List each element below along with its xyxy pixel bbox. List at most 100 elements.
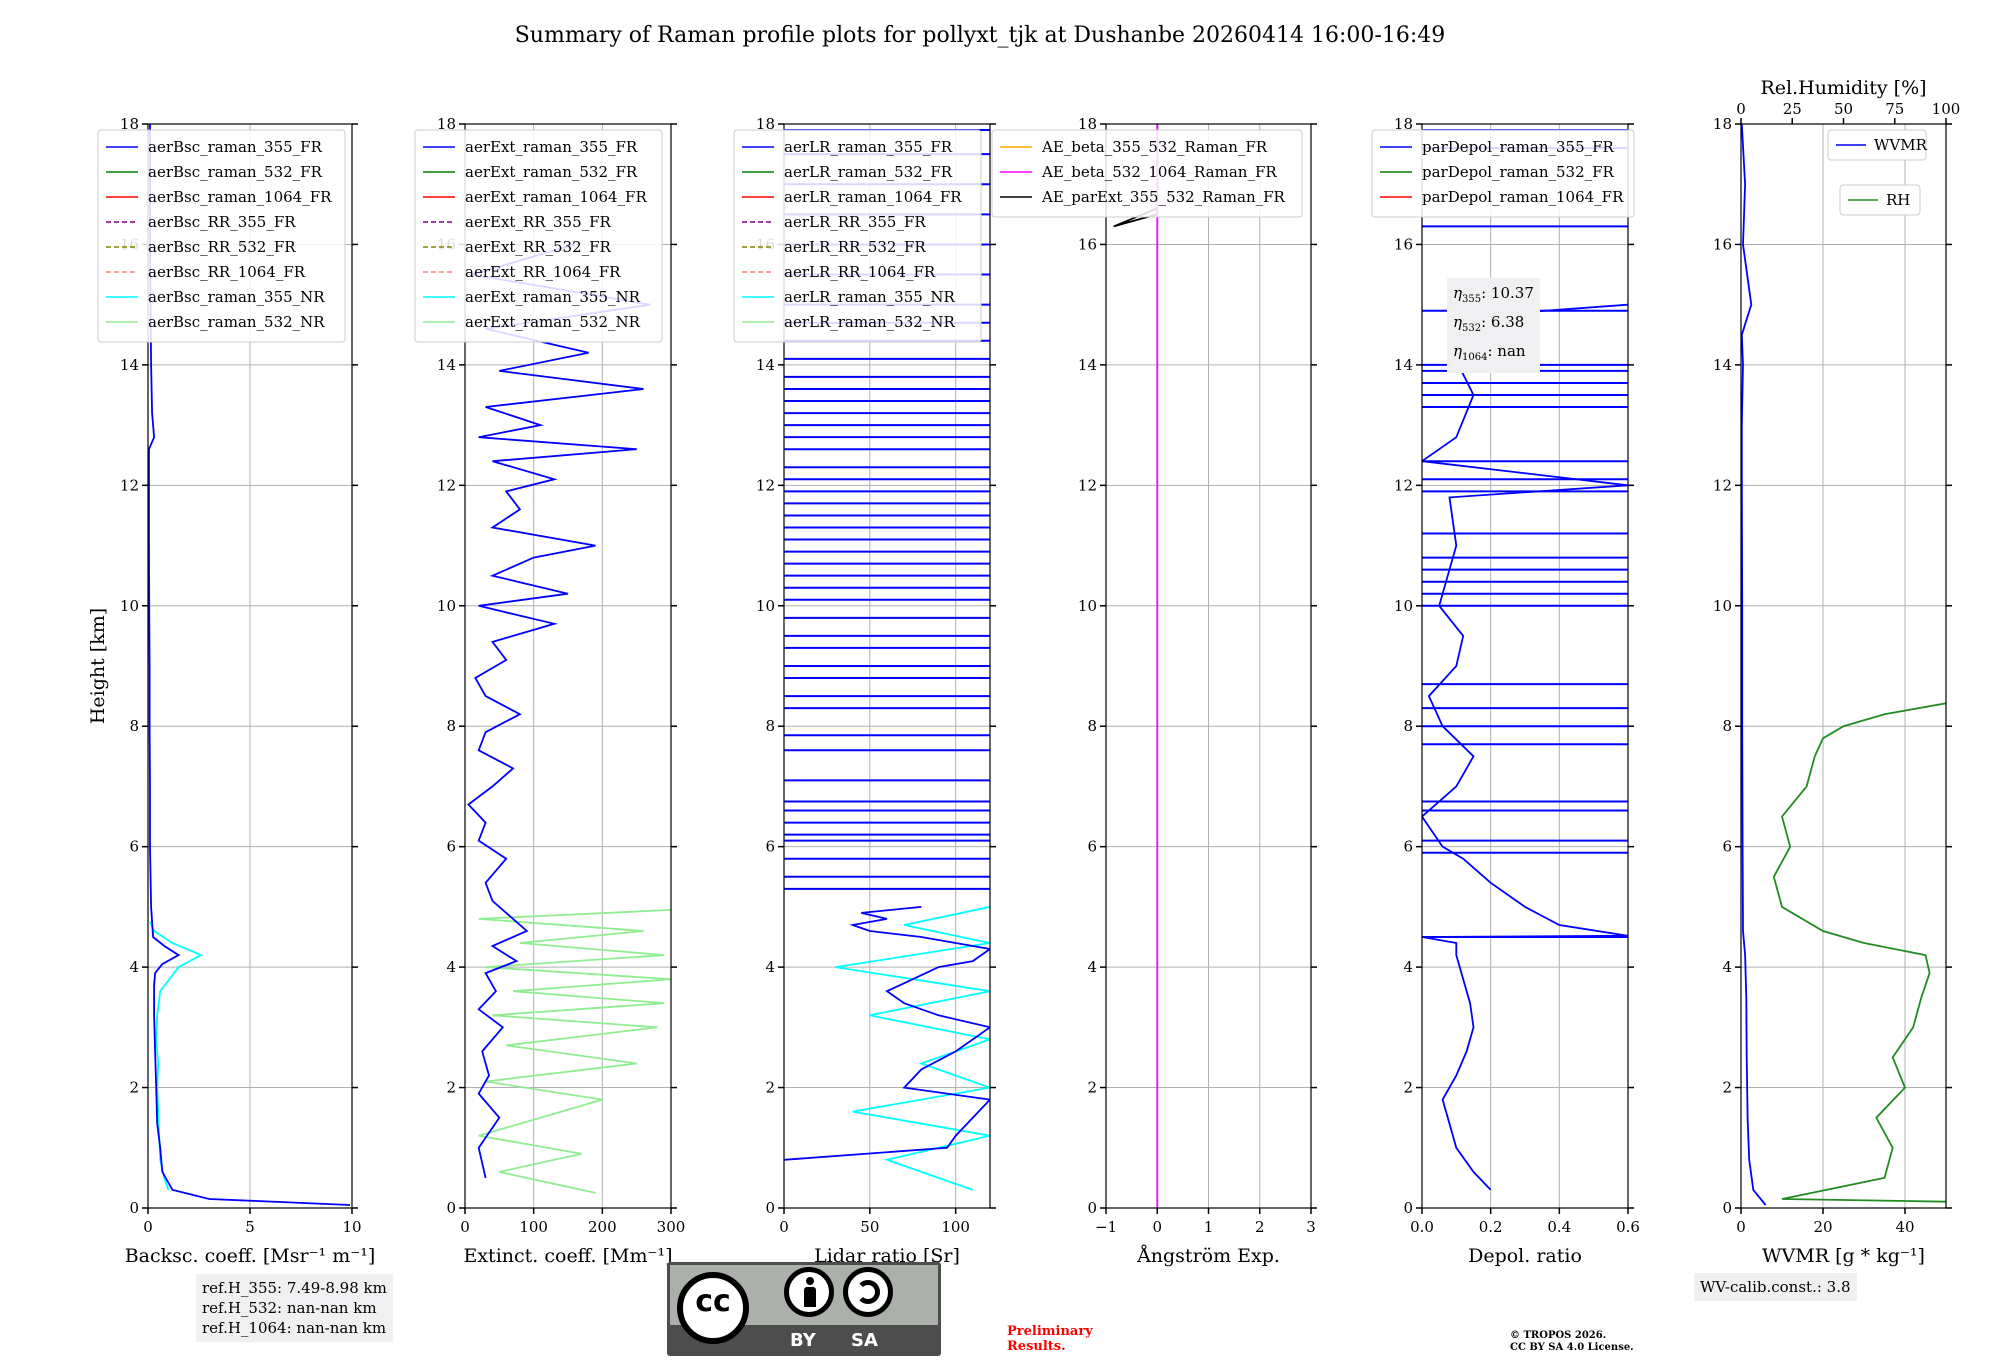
- cc-license-badge[interactable]: cc BY SA: [667, 1262, 941, 1356]
- xtick-label: 40: [1895, 1218, 1914, 1236]
- ytick-label: 2: [446, 1079, 456, 1097]
- ref-h-532: ref.H_532: nan-nan km: [202, 1299, 377, 1317]
- ytick-label: 6: [1722, 838, 1732, 856]
- legend-box: [97, 129, 346, 343]
- xtick-label: 200: [588, 1218, 617, 1236]
- legend-entry: aerBsc_raman_1064_FR: [148, 188, 332, 206]
- person-head: [806, 1277, 814, 1285]
- legend-entry: aerExt_RR_532_FR: [465, 238, 612, 256]
- ref-h-355: ref.H_355: 7.49-8.98 km: [202, 1279, 387, 1297]
- ytick-label: 18: [756, 115, 775, 133]
- xtick-label: 0: [143, 1218, 153, 1236]
- top-axis-label: Rel.Humidity [%]: [1760, 77, 1926, 99]
- eta-annotation: η355: 10.37 η532: 6.38 η1064: nan: [1447, 278, 1540, 373]
- top-xtick-label: 75: [1885, 100, 1904, 118]
- plot-area: [148, 124, 351, 1206]
- legend-box: [1371, 129, 1635, 218]
- panel-lidar_ratio: 024681012141618050100Lidar ratio [Sr]aer…: [733, 115, 996, 1267]
- legend-entry: aerLR_raman_355_FR: [784, 138, 953, 156]
- ytick-label: 18: [1394, 115, 1413, 133]
- legend-entry: aerBsc_RR_355_FR: [148, 213, 296, 231]
- legend-entry: aerLR_raman_355_NR: [784, 288, 955, 306]
- ytick-label: 16: [1713, 235, 1732, 253]
- ytick-label: 14: [1394, 356, 1413, 374]
- legend-entry: WVMR: [1874, 136, 1928, 154]
- legend-entry: parDepol_raman_1064_FR: [1422, 188, 1624, 206]
- ytick-label: 4: [1403, 958, 1413, 976]
- prelim-line-1: Preliminary: [1007, 1324, 1093, 1339]
- ytick-label: 8: [1087, 717, 1097, 735]
- ytick-label: 8: [446, 717, 456, 735]
- ytick-label: 0: [129, 1199, 139, 1217]
- ytick-label: 14: [1078, 356, 1097, 374]
- ytick-label: 0: [1722, 1199, 1732, 1217]
- legend-entry: aerBsc_RR_1064_FR: [148, 263, 306, 281]
- ytick-label: 16: [1078, 235, 1097, 253]
- series-aerLR_raman_355_NR: [835, 906, 990, 1191]
- plot-area: [467, 243, 671, 1194]
- ytick-label: 10: [437, 597, 456, 615]
- prelim-line-2: Results.: [1007, 1339, 1066, 1354]
- cc-by-label: BY: [790, 1330, 816, 1351]
- ytick-label: 10: [120, 597, 139, 615]
- ytick-label: 4: [765, 958, 775, 976]
- xtick-label: −1: [1095, 1218, 1117, 1236]
- legend-entry: AE_beta_355_532_Raman_FR: [1041, 138, 1268, 156]
- legend-entry: aerExt_raman_355_NR: [465, 288, 641, 306]
- ytick-label: 8: [1722, 717, 1732, 735]
- ytick-label: 12: [1713, 476, 1732, 494]
- legend-entry: aerExt_RR_355_FR: [465, 213, 612, 231]
- top-xtick-label: 100: [1932, 100, 1961, 118]
- legend-entry: AE_beta_532_1064_Raman_FR: [1041, 163, 1277, 181]
- ytick-label: 2: [1722, 1079, 1732, 1097]
- legend-entry: aerLR_RR_532_FR: [784, 238, 926, 256]
- x-axis-label: WVMR [g * kg⁻¹]: [1762, 1245, 1925, 1267]
- ytick-label: 0: [765, 1199, 775, 1217]
- ytick-label: 12: [120, 476, 139, 494]
- ytick-label: 16: [1394, 235, 1413, 253]
- xtick-label: 2: [1255, 1218, 1265, 1236]
- xtick-label: 100: [941, 1218, 970, 1236]
- panel-depol: 0 2 4 6 8 10 12 14 16 18 0.0 0.2 0.4 0.6 Depol. ratio p…: [1371, 115, 1640, 1267]
- xtick-label: 0.6: [1616, 1218, 1640, 1236]
- ytick-label: 0: [446, 1199, 456, 1217]
- y-axis-label: Height [km]: [87, 608, 109, 724]
- plot-area: [1741, 124, 1946, 1206]
- legend-entry: aerBsc_RR_532_FR: [148, 238, 296, 256]
- ytick-label: 0: [1087, 1199, 1097, 1217]
- axes-frame: [464, 123, 672, 1209]
- legend-entry: aerExt_raman_532_NR: [465, 313, 641, 331]
- series-RH: [1772, 702, 1946, 1203]
- legend-entry: aerExt_raman_532_FR: [465, 163, 638, 181]
- series-aerBsc_raman_355_NR: [149, 921, 204, 1191]
- legend-entry: parDepol_raman_532_FR: [1422, 163, 1615, 181]
- xtick-label: 0: [779, 1218, 789, 1236]
- legend-entry: parDepol_raman_355_FR: [1422, 138, 1615, 156]
- legend-box: [991, 129, 1303, 218]
- by-person-icon: [784, 1267, 834, 1317]
- legend-entry: aerBsc_raman_532_FR: [148, 163, 323, 181]
- xtick-label: 20: [1813, 1218, 1832, 1236]
- axes-frame: [783, 123, 991, 1209]
- figure-title: Summary of Raman profile plots for polly…: [515, 23, 1446, 48]
- legend-box: [414, 129, 663, 343]
- ytick-label: 10: [1394, 597, 1413, 615]
- legend-entry: aerLR_raman_532_NR: [784, 313, 955, 331]
- ytick-label: 12: [756, 476, 775, 494]
- ytick-label: 18: [1078, 115, 1097, 133]
- series-aerExt_raman_532_NR: [478, 909, 671, 1194]
- legend-box: [733, 129, 982, 343]
- ytick-label: 18: [1713, 115, 1732, 133]
- ytick-label: 14: [1713, 356, 1732, 374]
- ytick-label: 4: [1087, 958, 1097, 976]
- x-axis-label: Extinct. coeff. [Mm⁻¹]: [463, 1245, 672, 1267]
- preliminary-results: Preliminary Results.: [1007, 1324, 1093, 1354]
- ytick-label: 8: [1403, 717, 1413, 735]
- axes-frame: [1740, 123, 1947, 1209]
- ytick-label: 2: [1087, 1079, 1097, 1097]
- legend-entry: aerBsc_raman_355_NR: [148, 288, 325, 306]
- xtick-label: 3: [1306, 1218, 1316, 1236]
- ytick-label: 6: [1087, 838, 1097, 856]
- ytick-label: 10: [756, 597, 775, 615]
